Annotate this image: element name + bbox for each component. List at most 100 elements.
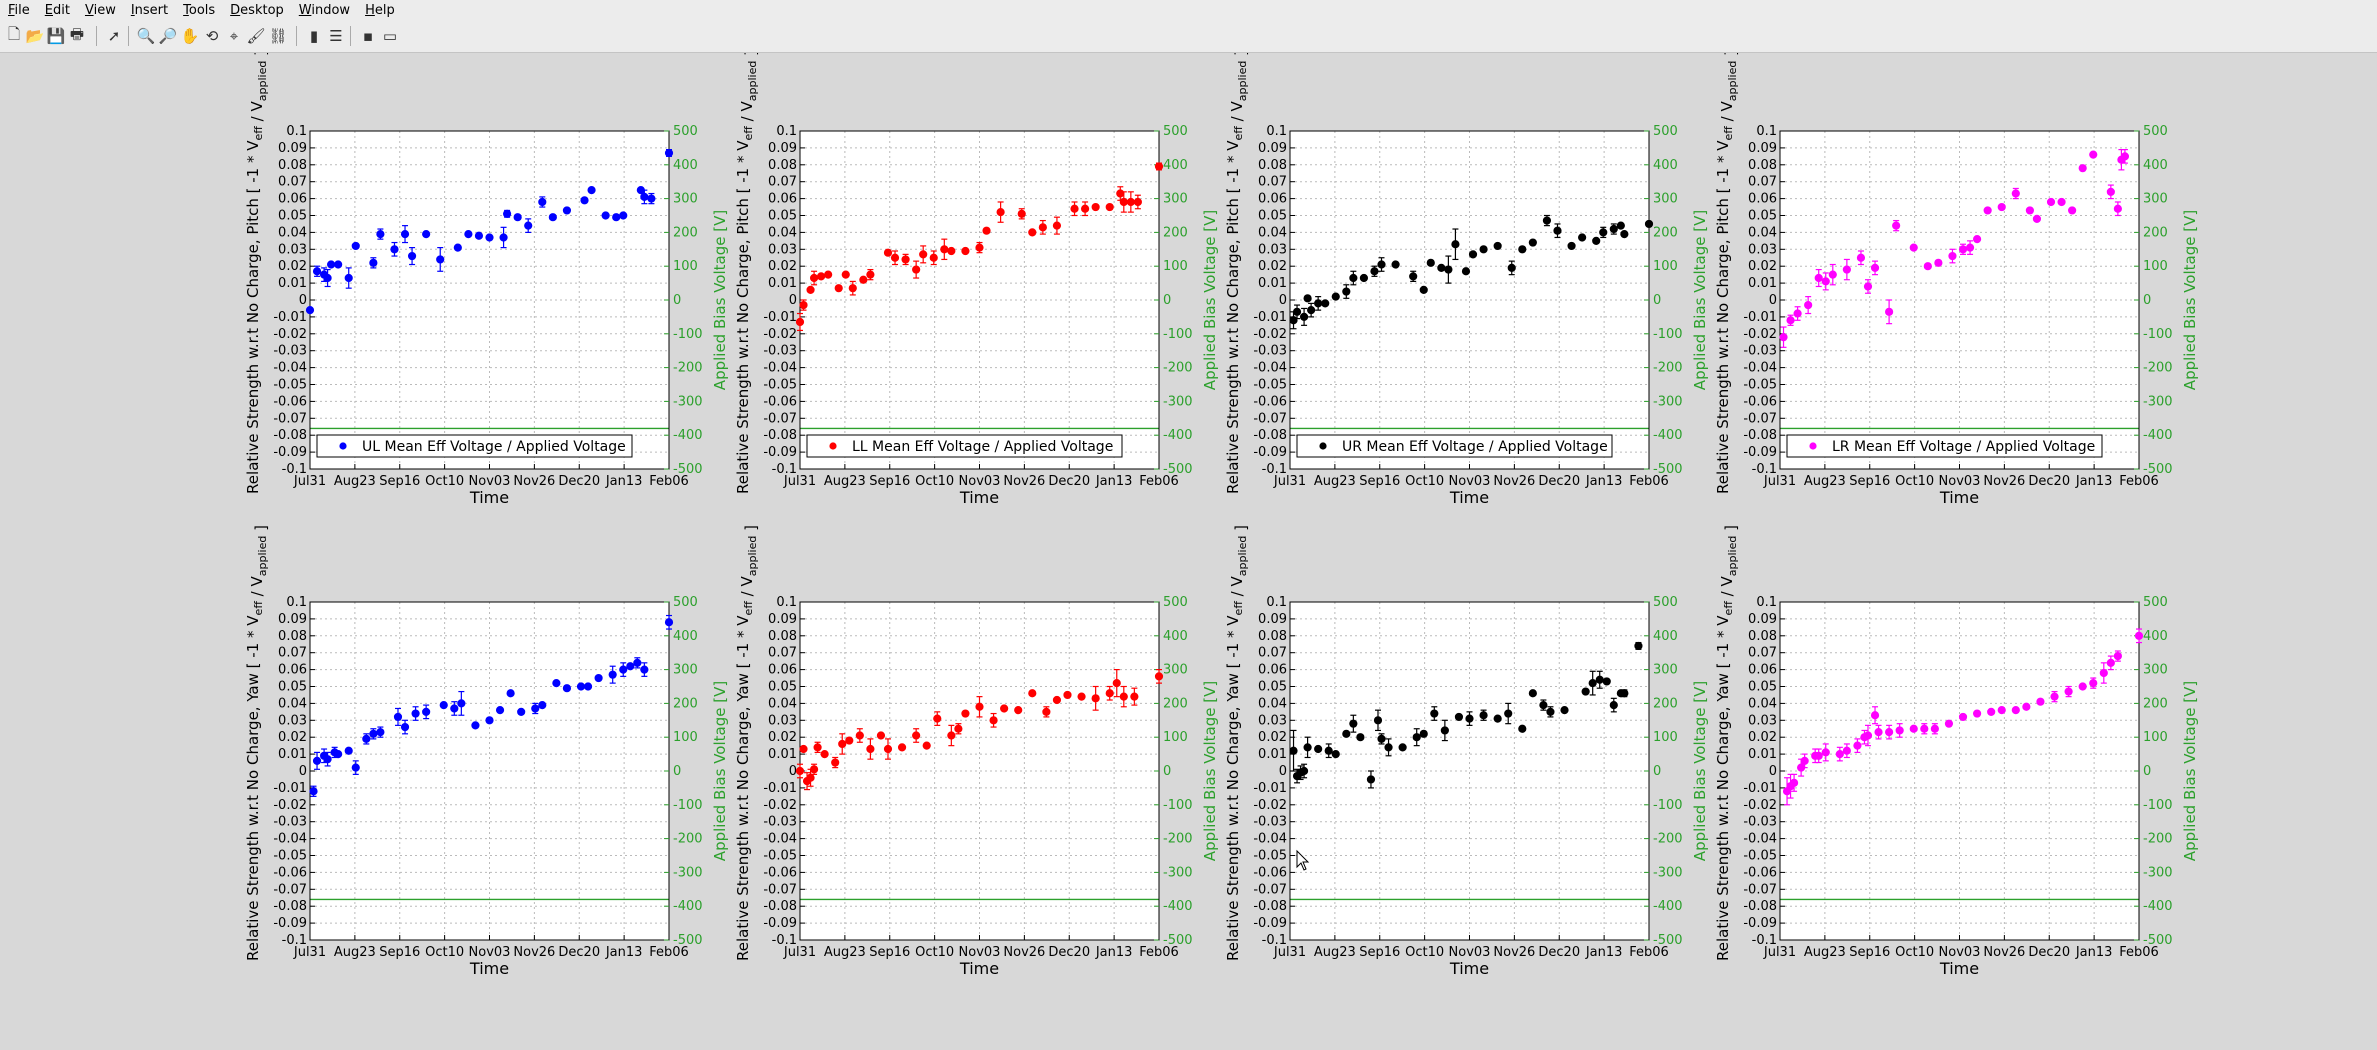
- data-point[interactable]: [2113, 201, 2122, 217]
- data-point[interactable]: [866, 738, 875, 760]
- subplot-pitch-ur[interactable]: -0.1 -0.09 -0.08 -0.07 -0.06-0.05 -0.04 -0.03 -…: [1224, 53, 1709, 507]
- data-point[interactable]: [376, 726, 385, 738]
- data-point[interactable]: [495, 706, 505, 715]
- link-plot-icon[interactable]: ⛓: [268, 27, 288, 45]
- data-point[interactable]: [845, 736, 854, 745]
- data-point[interactable]: [369, 728, 378, 740]
- data-point[interactable]: [499, 226, 508, 249]
- data-point[interactable]: [1391, 260, 1400, 269]
- data-point[interactable]: [411, 706, 420, 721]
- data-point[interactable]: [982, 226, 991, 235]
- data-point[interactable]: [344, 746, 353, 755]
- data-point[interactable]: [834, 284, 843, 293]
- data-point[interactable]: [1870, 260, 1880, 276]
- data-point[interactable]: [989, 712, 998, 728]
- subplot-yaw-lr[interactable]: -0.1 -0.09 -0.08 -0.07 -0.06-0.05 -0.04 -0.03 -…: [1714, 525, 2199, 978]
- data-point[interactable]: [1892, 219, 1901, 232]
- data-point[interactable]: [1373, 709, 1383, 732]
- data-point[interactable]: [1105, 202, 1114, 212]
- data-point[interactable]: [2050, 690, 2059, 703]
- menu-view[interactable]: View: [84, 3, 116, 18]
- select-arrow-icon[interactable]: ➚: [107, 27, 121, 45]
- data-point[interactable]: [922, 741, 931, 750]
- data-point[interactable]: [422, 229, 431, 239]
- dock-icon[interactable]: ▭: [382, 27, 398, 45]
- data-point[interactable]: [1299, 307, 1309, 326]
- data-point[interactable]: [1080, 201, 1090, 217]
- data-point[interactable]: [1349, 270, 1358, 286]
- pan-hand-icon[interactable]: ✋: [180, 27, 200, 45]
- data-point[interactable]: [640, 662, 649, 677]
- data-point[interactable]: [524, 218, 533, 233]
- data-point[interactable]: [1870, 706, 1880, 725]
- data-point[interactable]: [1133, 194, 1142, 210]
- data-point[interactable]: [996, 201, 1005, 223]
- subplot-yaw-ll[interactable]: -0.1 -0.09 -0.08 -0.07 -0.06-0.05 -0.04 -0.03 -…: [734, 525, 1219, 978]
- data-point[interactable]: [1314, 744, 1323, 754]
- data-point[interactable]: [664, 148, 674, 158]
- data-point[interactable]: [1052, 695, 1062, 705]
- data-point[interactable]: [799, 744, 808, 754]
- data-point[interactable]: [1091, 202, 1100, 212]
- data-point[interactable]: [1560, 706, 1569, 715]
- data-point[interactable]: [1588, 670, 1597, 696]
- data-point[interactable]: [1779, 326, 1788, 348]
- data-point[interactable]: [2120, 148, 2130, 164]
- data-point[interactable]: [866, 268, 875, 281]
- data-point[interactable]: [1154, 668, 1164, 684]
- data-point[interactable]: [464, 229, 473, 239]
- data-point[interactable]: [334, 750, 343, 759]
- data-point[interactable]: [1944, 719, 1954, 728]
- data-point[interactable]: [562, 684, 572, 693]
- data-point[interactable]: [1948, 248, 1957, 264]
- data-point[interactable]: [1307, 302, 1316, 318]
- data-point[interactable]: [1444, 255, 1453, 284]
- data-point[interactable]: [587, 186, 596, 195]
- data-point[interactable]: [474, 231, 484, 240]
- data-point[interactable]: [502, 209, 512, 218]
- data-point[interactable]: [919, 245, 928, 264]
- data-point[interactable]: [601, 211, 610, 220]
- data-point[interactable]: [817, 272, 826, 281]
- data-point[interactable]: [1303, 736, 1312, 759]
- data-point[interactable]: [323, 268, 332, 288]
- data-point[interactable]: [2078, 682, 2087, 691]
- data-point[interactable]: [1507, 260, 1516, 276]
- data-point[interactable]: [1581, 687, 1590, 696]
- data-point[interactable]: [813, 741, 822, 754]
- data-point[interactable]: [2089, 150, 2098, 159]
- data-point[interactable]: [1874, 724, 1883, 740]
- data-point[interactable]: [369, 257, 378, 269]
- zoom-out-icon[interactable]: 🔎: [158, 27, 178, 45]
- data-point[interactable]: [1289, 729, 1298, 772]
- data-point[interactable]: [485, 233, 494, 242]
- print-icon[interactable]: 🖶: [69, 24, 85, 43]
- data-point[interactable]: [1052, 216, 1062, 235]
- data-point[interactable]: [1042, 706, 1051, 718]
- data-point[interactable]: [1493, 241, 1502, 251]
- data-point[interactable]: [376, 228, 385, 240]
- data-point[interactable]: [1793, 306, 1802, 321]
- data-point[interactable]: [890, 250, 900, 266]
- data-point[interactable]: [1356, 733, 1365, 742]
- data-point[interactable]: [809, 763, 819, 775]
- data-point[interactable]: [795, 312, 805, 332]
- data-point[interactable]: [1412, 728, 1421, 747]
- data-point[interactable]: [344, 267, 353, 289]
- colorbar-icon[interactable]: ▮: [309, 27, 319, 45]
- data-point[interactable]: [1437, 263, 1446, 272]
- data-point[interactable]: [1909, 724, 1918, 733]
- data-point[interactable]: [608, 665, 617, 684]
- data-point[interactable]: [485, 716, 494, 725]
- data-point[interactable]: [626, 662, 635, 671]
- save-icon[interactable]: 💾: [46, 27, 66, 45]
- data-point[interactable]: [1091, 685, 1100, 711]
- data-point[interactable]: [1983, 206, 1992, 215]
- data-point[interactable]: [1842, 743, 1851, 759]
- data-point[interactable]: [961, 709, 970, 718]
- data-point[interactable]: [393, 707, 403, 726]
- data-point[interactable]: [1070, 201, 1079, 217]
- data-point[interactable]: [820, 750, 829, 759]
- data-point[interactable]: [1814, 748, 1823, 764]
- data-point[interactable]: [1528, 689, 1537, 698]
